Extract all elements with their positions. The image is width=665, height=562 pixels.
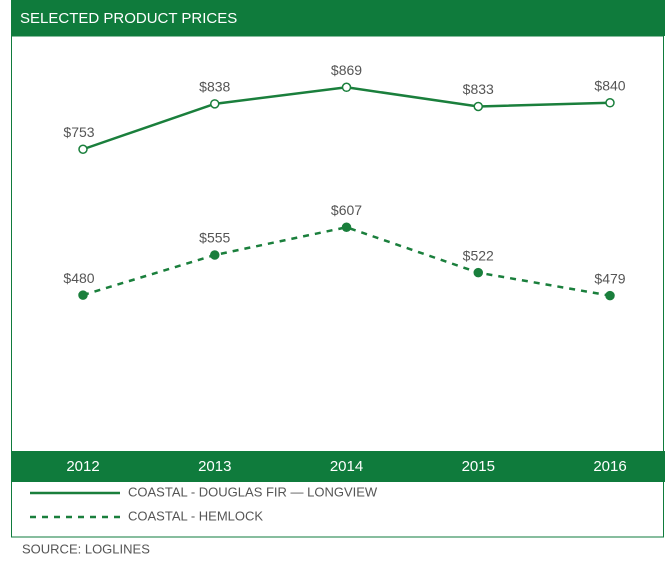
legend-label: COASTAL - DOUGLAS FIR — LONGVIEW <box>128 484 378 499</box>
chart-title: SELECTED PRODUCT PRICES <box>20 10 237 27</box>
data-label: $840 <box>594 77 625 93</box>
legend-label: COASTAL - HEMLOCK <box>128 508 263 523</box>
series-line <box>82 225 611 297</box>
x-tick-label: 2015 <box>462 458 495 475</box>
data-point <box>78 144 88 154</box>
data-point <box>605 98 615 108</box>
header-bar <box>11 0 665 36</box>
x-tick-label: 2014 <box>330 458 363 475</box>
data-point <box>473 101 483 112</box>
frame <box>11 35 664 538</box>
data-label: $522 <box>463 247 494 263</box>
x-tick-label: 2012 <box>66 458 99 475</box>
series-line <box>82 86 611 151</box>
x-axis-band <box>11 451 665 482</box>
data-point <box>210 250 220 260</box>
data-label: $838 <box>199 79 230 95</box>
data-point <box>210 99 220 109</box>
x-tick-label: 2013 <box>198 458 231 475</box>
data-point <box>473 267 483 278</box>
data-label: $607 <box>331 202 362 218</box>
data-point <box>78 290 88 300</box>
data-point <box>605 290 615 301</box>
data-label: $555 <box>199 230 230 246</box>
source: SOURCE: LOGLINES <box>22 541 150 556</box>
data-label: $833 <box>463 81 494 97</box>
x-tick-label: 2016 <box>593 458 626 475</box>
data-label: $753 <box>63 124 94 140</box>
data-label: $480 <box>63 270 94 286</box>
data-point <box>341 222 352 232</box>
data-label: $479 <box>594 270 625 286</box>
data-point <box>341 82 352 93</box>
data-label: $869 <box>331 62 362 78</box>
